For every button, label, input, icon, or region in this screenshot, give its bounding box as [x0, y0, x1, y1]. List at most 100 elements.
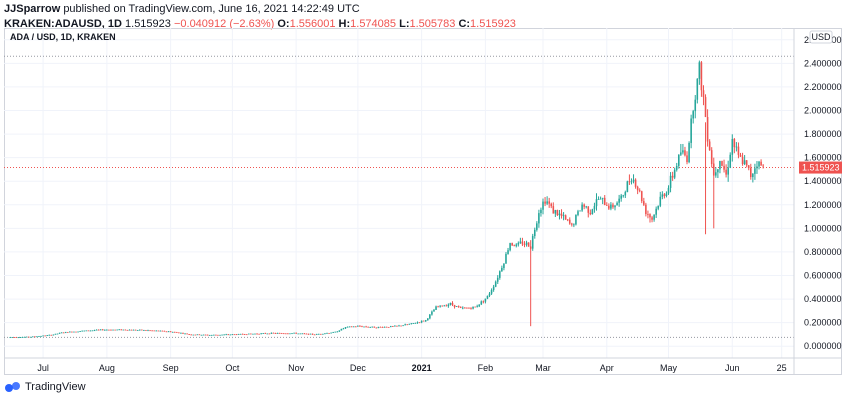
candle-body: [143, 330, 145, 331]
candle-body: [165, 331, 168, 333]
candle-body: [243, 334, 246, 335]
candle-body: [186, 333, 188, 335]
candle-body: [124, 329, 127, 331]
high-label: H:: [338, 18, 351, 30]
candle-body: [653, 214, 655, 220]
candle-body: [749, 168, 752, 178]
candle-body: [690, 118, 692, 143]
candle-body: [122, 329, 125, 331]
candle-body: [254, 333, 256, 335]
candle-body: [464, 307, 466, 309]
candle-body: [79, 331, 81, 332]
candle-body: [472, 306, 474, 309]
candle-body: [731, 138, 734, 155]
candle-body: [46, 335, 49, 337]
y-tick-label: 1.600000: [804, 153, 842, 163]
chart-frame: [4, 28, 842, 375]
candle-body: [591, 209, 594, 215]
candle-body: [180, 332, 182, 334]
price-chart[interactable]: 0.000000 0.200000 0.400000 0.600000 0.800000…: [4, 28, 842, 375]
candle-body: [647, 214, 649, 215]
candle-body: [153, 330, 155, 332]
candle-body: [684, 150, 686, 156]
currency-badge[interactable]: USD: [809, 30, 833, 44]
candle-body: [560, 213, 563, 216]
candle-body: [81, 330, 83, 332]
candle-body: [62, 332, 65, 334]
candle-body: [289, 333, 291, 335]
candle-body: [89, 330, 92, 332]
candle-body: [531, 236, 534, 249]
candle-body: [106, 329, 108, 331]
candle-body: [643, 201, 645, 205]
low-value: 1.505783: [409, 18, 456, 30]
candle-body: [328, 333, 330, 334]
candle-body: [336, 331, 339, 333]
candle-body: [371, 326, 374, 328]
candle-body: [169, 331, 172, 333]
candle-body: [29, 336, 32, 338]
candle-body: [571, 223, 573, 225]
candle-body: [546, 201, 548, 204]
open-label: O:: [277, 18, 290, 30]
candle-body: [439, 305, 441, 307]
candle-body: [513, 245, 516, 247]
candle-body: [272, 332, 275, 334]
candle-body: [708, 141, 711, 151]
candle-body: [264, 333, 267, 334]
candle-body: [507, 250, 509, 254]
tradingview-logo[interactable]: TradingView: [4, 381, 86, 393]
candle-body: [599, 198, 602, 200]
candle-body: [429, 314, 431, 319]
candle-body: [735, 146, 738, 148]
candle-body: [760, 161, 762, 166]
candle-body: [87, 330, 90, 332]
candle-body: [56, 333, 59, 335]
candle-body: [715, 172, 717, 176]
candle-body: [385, 326, 388, 328]
candle-body: [112, 329, 114, 331]
candle-body: [616, 202, 618, 206]
candle-body: [484, 298, 487, 302]
candle-body: [357, 325, 359, 327]
candle-body: [307, 333, 310, 335]
x-tick-label: May: [660, 363, 678, 373]
candle-body: [237, 334, 240, 335]
candle-body: [416, 322, 419, 324]
candle-body: [466, 307, 468, 309]
x-tick-label: Dec: [350, 363, 367, 373]
candle-body: [505, 253, 507, 264]
candle-body: [379, 326, 382, 328]
candle-body: [651, 217, 653, 220]
candle-body: [704, 97, 707, 117]
grid-layer: [4, 28, 794, 358]
candle-body: [499, 271, 501, 278]
candle-body: [295, 332, 297, 334]
candle-body: [406, 324, 409, 326]
y-tick-label: 0.800000: [804, 247, 842, 257]
candle-body: [453, 304, 456, 307]
candle-body: [262, 333, 265, 334]
candle-body: [474, 306, 476, 308]
candle-body: [632, 179, 635, 182]
candle-body: [433, 309, 435, 312]
candle-body: [151, 330, 153, 332]
author-name[interactable]: JJSparrow: [4, 3, 61, 15]
candle-body: [554, 210, 557, 214]
candle-body: [221, 334, 223, 336]
candle-body: [52, 334, 55, 336]
candle-body: [136, 330, 139, 331]
x-tick-label: Oct: [225, 363, 240, 373]
candle-body: [612, 204, 614, 208]
candle-body: [66, 331, 69, 333]
candle-body: [231, 334, 234, 336]
candle-body: [614, 205, 616, 208]
candle-body: [568, 219, 571, 224]
candle-body: [451, 302, 454, 305]
candle-body: [149, 330, 151, 332]
candle-body: [354, 326, 357, 328]
candle-body: [367, 326, 369, 328]
candle-body: [159, 330, 162, 332]
last-price-badge-label: 1.515923: [802, 163, 840, 173]
candle-body: [692, 111, 694, 119]
